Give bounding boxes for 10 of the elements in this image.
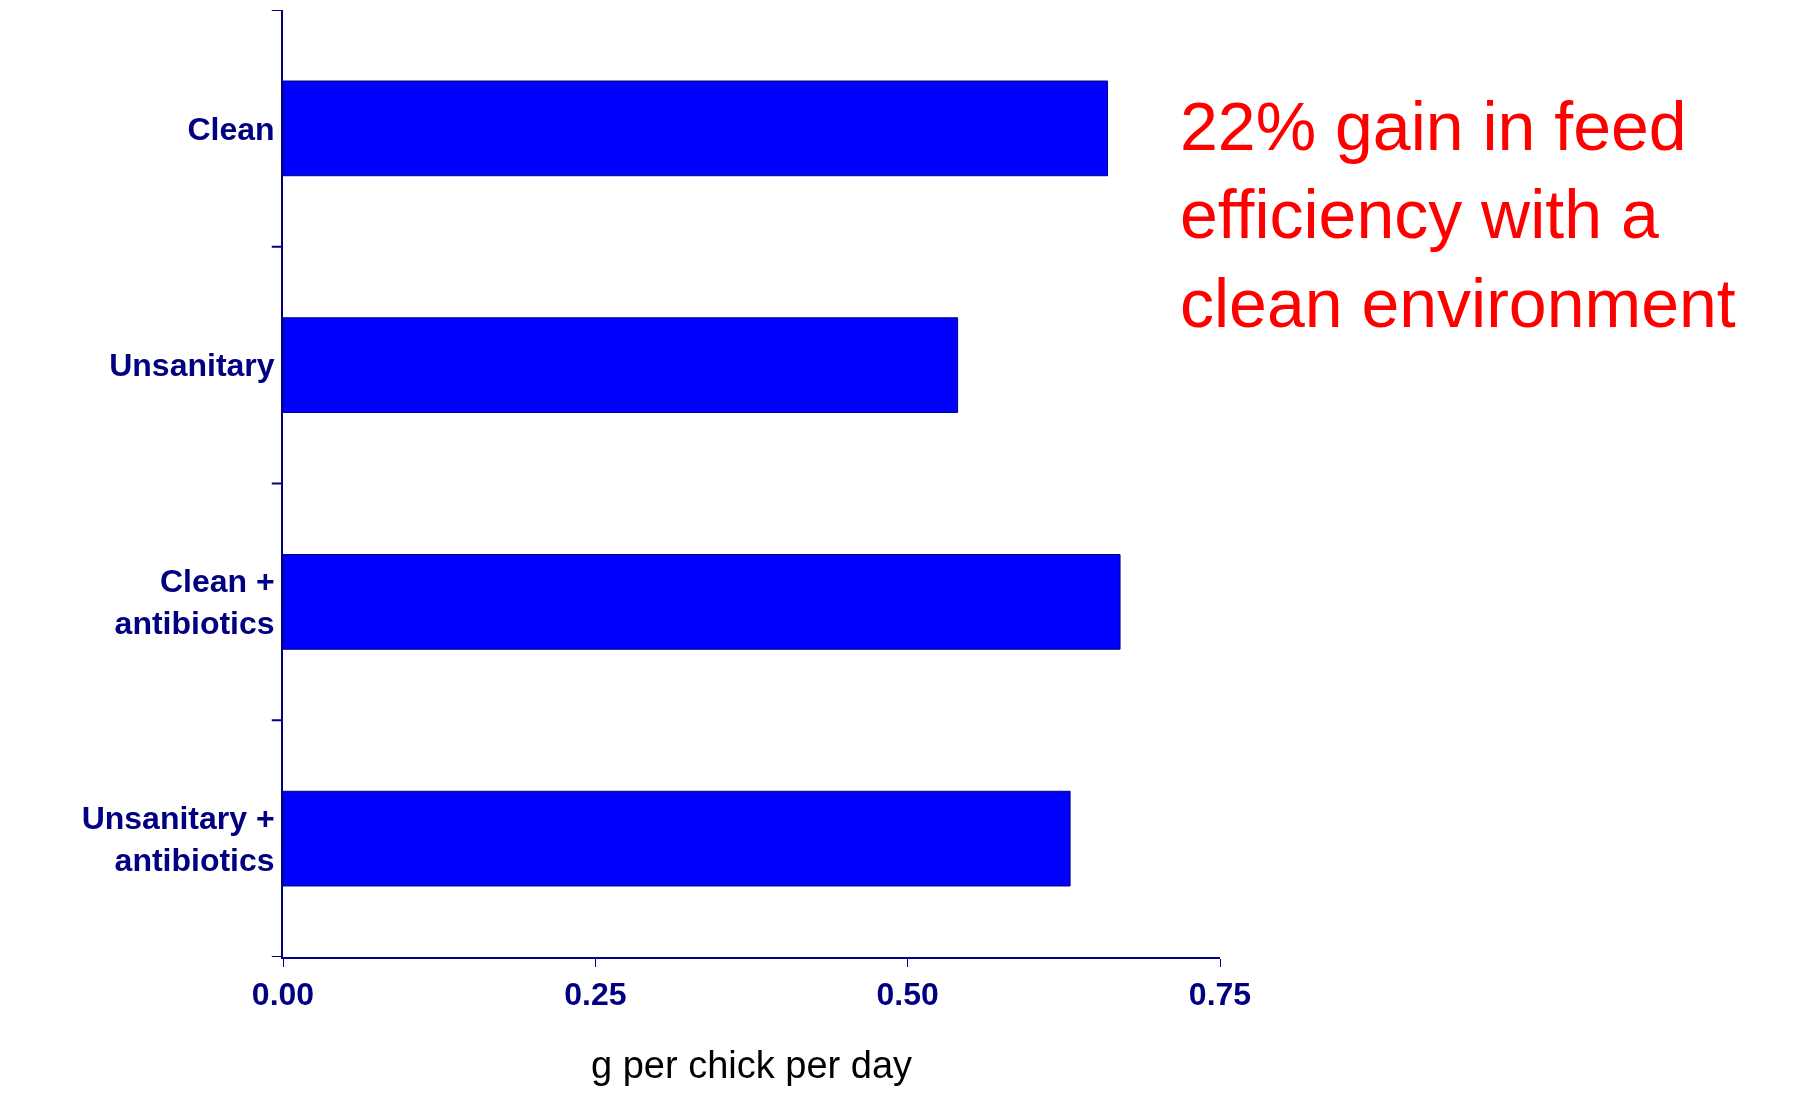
y-tick-label: Unsanitary + antibiotics [81,800,275,878]
x-tick-label: 0.75 [1188,976,1252,1013]
x-tick-label: 0.00 [251,976,315,1013]
x-tick-label: 0.25 [564,976,627,1013]
y-tick-label: Unsanitary [109,347,275,384]
x-tick-label: 0.50 [876,976,939,1013]
x-axis-title: g per chick per day [590,1044,913,1086]
y-tick-label: Clean [187,110,275,147]
y-tick-label: Clean + antibiotics [114,563,275,641]
annotation: 22% gain in feed efficiency with a clean environment [1180,88,1736,341]
